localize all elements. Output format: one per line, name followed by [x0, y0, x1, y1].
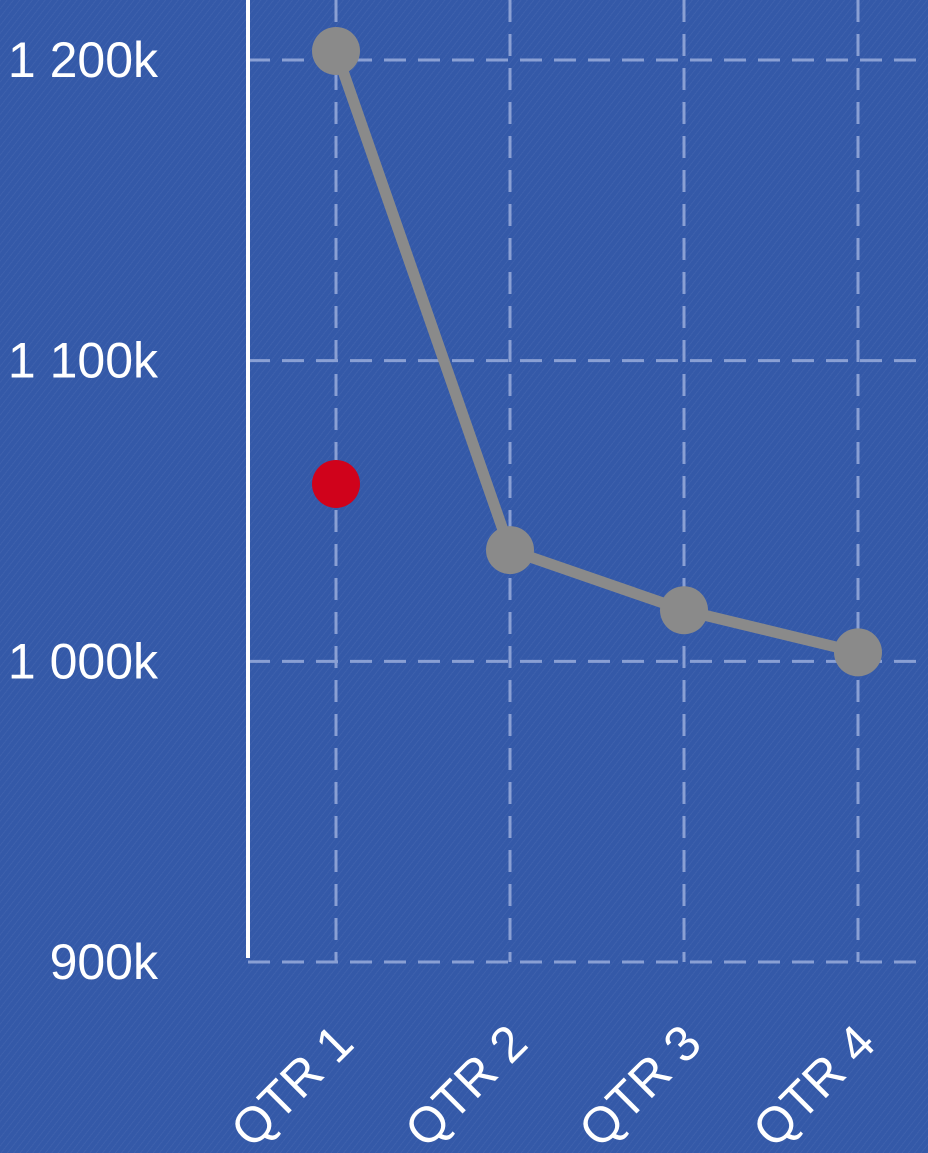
- data-point: [660, 586, 708, 635]
- gridlines: [248, 0, 928, 964]
- y-tick-label: 1 100k: [8, 333, 159, 389]
- data-point: [834, 628, 882, 677]
- highlight-point: [312, 459, 360, 508]
- data-point: [312, 26, 360, 75]
- x-tick-label: QTR 2: [394, 1014, 538, 1153]
- x-tick-label: QTR 3: [568, 1014, 712, 1153]
- series-line: [330, 45, 864, 658]
- x-tick-label: QTR 4: [742, 1014, 886, 1153]
- y-tick-label: 900k: [50, 934, 159, 990]
- series: [312, 26, 882, 677]
- extra-points: [312, 459, 360, 508]
- y-tick-label: 1 200k: [8, 32, 159, 88]
- data-point: [486, 526, 534, 575]
- x-tick-labels: QTR 1 QTR 2 QTR 3 QTR 4: [220, 1014, 886, 1153]
- y-tick-labels: 900k 1 000k 1 100k 1 200k: [8, 32, 159, 990]
- x-tick-label: QTR 1: [220, 1014, 364, 1153]
- y-tick-label: 1 000k: [8, 633, 159, 689]
